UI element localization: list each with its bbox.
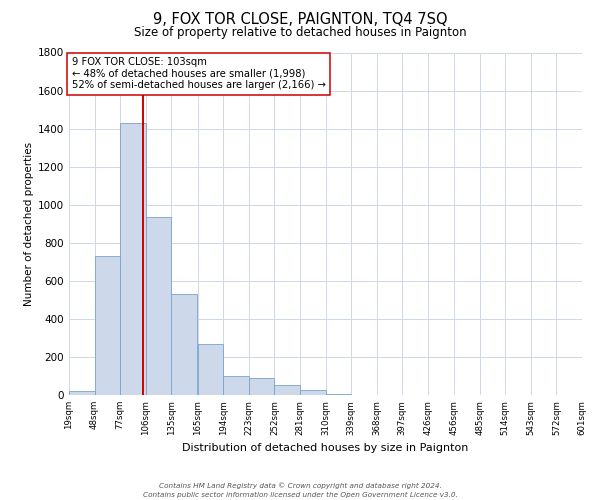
Bar	[146, 217, 171, 395]
Bar	[325, 394, 351, 395]
Bar	[120, 123, 146, 395]
Text: 9 FOX TOR CLOSE: 103sqm
← 48% of detached houses are smaller (1,998)
52% of semi: 9 FOX TOR CLOSE: 103sqm ← 48% of detache…	[71, 58, 326, 90]
Bar	[197, 344, 223, 395]
Bar	[95, 256, 120, 395]
Text: Size of property relative to detached houses in Paignton: Size of property relative to detached ho…	[134, 26, 466, 39]
Bar	[171, 294, 197, 395]
Bar	[300, 390, 325, 395]
Bar	[223, 376, 249, 395]
Text: Contains HM Land Registry data © Crown copyright and database right 2024.
Contai: Contains HM Land Registry data © Crown c…	[143, 482, 457, 498]
Bar	[69, 391, 95, 395]
Text: 9, FOX TOR CLOSE, PAIGNTON, TQ4 7SQ: 9, FOX TOR CLOSE, PAIGNTON, TQ4 7SQ	[152, 12, 448, 28]
X-axis label: Distribution of detached houses by size in Paignton: Distribution of detached houses by size …	[182, 443, 469, 453]
Bar	[249, 378, 274, 395]
Bar	[274, 386, 300, 395]
Y-axis label: Number of detached properties: Number of detached properties	[24, 142, 34, 306]
